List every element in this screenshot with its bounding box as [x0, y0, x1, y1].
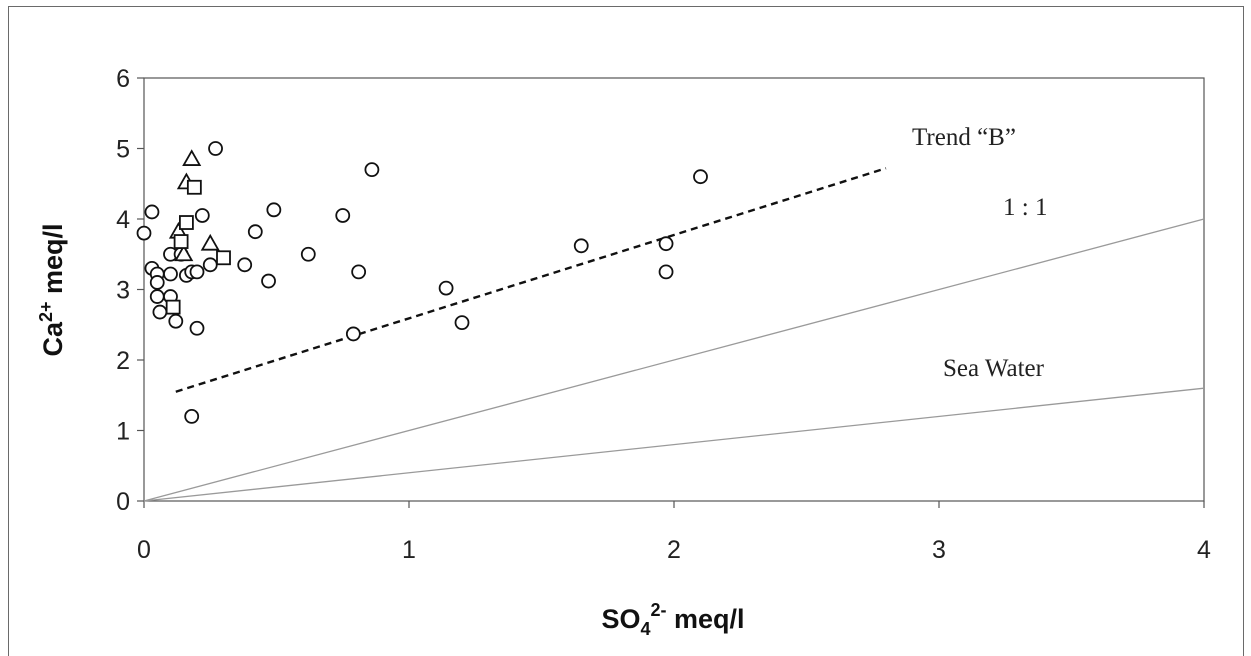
circle-point: [261, 273, 276, 289]
circle-point: [149, 275, 165, 290]
y-tick-label: 1: [116, 418, 130, 446]
circle-point: [194, 208, 210, 223]
circle-point: [438, 280, 454, 296]
reference-line: [143, 387, 1205, 502]
x-tick-label: 3: [932, 536, 946, 564]
y-tick-label: 6: [116, 65, 130, 93]
chart-frame: [8, 6, 1244, 656]
circle-point: [152, 304, 168, 320]
plot-area-border: [143, 77, 1205, 502]
y-tick-label: 2: [116, 347, 130, 375]
circle-point: [364, 162, 380, 178]
circle-point: [208, 141, 223, 156]
circle-point: [189, 320, 205, 336]
circle-point: [658, 264, 674, 280]
reference-line: [143, 218, 1205, 502]
square-point: [216, 250, 231, 266]
square-point: [178, 215, 194, 230]
circle-point: [454, 315, 470, 331]
triangle-point: [200, 233, 220, 251]
line-annotation: 1 : 1: [1003, 194, 1047, 221]
y-axis-label: Ca2+ meq/l: [36, 223, 68, 356]
circle-point: [351, 264, 367, 280]
line-annotation: Sea Water: [943, 355, 1045, 382]
data-points: [136, 141, 708, 424]
circle-point: [693, 169, 708, 185]
axes: 0 1 2 3 4 0 1 2 3 4 5 6: [116, 65, 1211, 564]
circle-point: [144, 204, 160, 220]
y-tick-label: 5: [116, 136, 130, 164]
circle-point: [189, 264, 205, 280]
reference-line: [175, 167, 887, 393]
circle-point: [184, 408, 200, 424]
triangle-point: [182, 149, 202, 166]
square-point: [186, 179, 202, 195]
circle-point: [202, 257, 218, 273]
circle-point: [658, 236, 674, 252]
x-tick-label: 2: [667, 536, 681, 564]
circle-point: [573, 238, 589, 254]
circle-point: [168, 313, 184, 329]
square-point: [173, 234, 189, 249]
y-tick-label: 4: [116, 206, 130, 234]
circle-point: [335, 208, 351, 223]
x-axis-label: SO42- meq/l: [601, 600, 744, 639]
circle-point: [136, 225, 152, 241]
circle-point: [149, 289, 165, 304]
circle-point: [266, 202, 282, 218]
square-point: [165, 299, 181, 315]
x-tick-label: 4: [1197, 536, 1211, 564]
circle-point: [163, 266, 178, 282]
x-tick-label: 0: [137, 536, 151, 564]
triangle-point: [174, 244, 194, 262]
circle-point: [345, 326, 361, 342]
circle-point: [247, 224, 263, 240]
line-annotation: Trend “B”: [912, 124, 1016, 151]
y-tick-label: 0: [116, 488, 130, 516]
x-tick-label: 1: [402, 536, 416, 564]
y-tick-label: 3: [116, 277, 130, 305]
circle-point: [237, 257, 253, 273]
labels: SO42- meq/l Ca2+ meq/l Trend “B” 1 : 1 Sea W…: [36, 124, 1047, 639]
reference-lines: [143, 167, 1205, 502]
circle-point: [300, 246, 316, 262]
